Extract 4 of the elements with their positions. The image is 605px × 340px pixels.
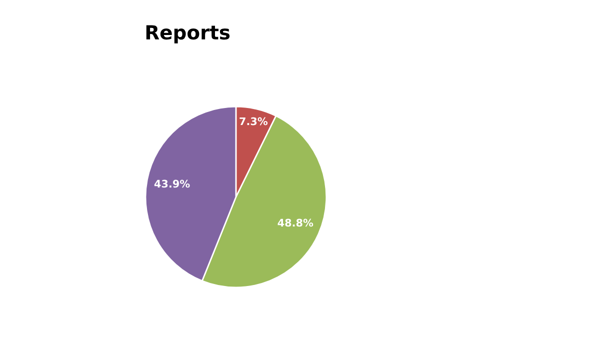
- chart-title: Reports: [146, 25, 230, 44]
- data-label: 7.3%: [240, 117, 268, 126]
- data-label: 48.8%: [278, 218, 314, 227]
- data-label: 43.9%: [154, 180, 190, 188]
